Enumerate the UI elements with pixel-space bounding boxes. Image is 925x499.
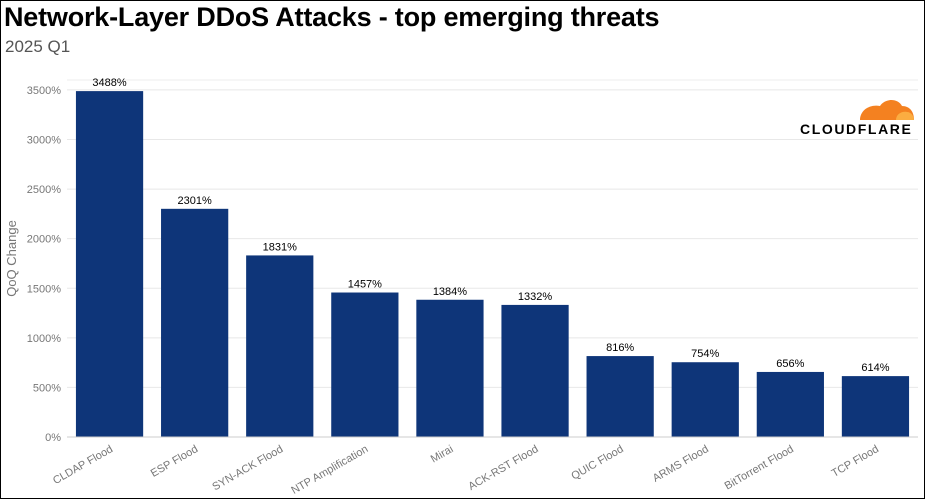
x-tick-label: NTP Amplification — [289, 443, 370, 497]
bar-value-label: 656% — [776, 358, 804, 370]
bar-value-label: 816% — [606, 342, 634, 354]
y-tick-label: 2500% — [27, 184, 61, 196]
x-tick-label: CLDAP Flood — [51, 443, 115, 487]
chart-title: Network-Layer DDoS Attacks - top emergin… — [4, 2, 660, 32]
y-tick-label: 1000% — [27, 333, 61, 345]
bar — [75, 91, 144, 438]
x-tick-label: QUIC Flood — [569, 443, 625, 482]
x-tick-label: SYN-ACK Flood — [210, 443, 285, 493]
bar-value-label: 1831% — [263, 241, 297, 253]
x-tick-label: BitTorrent Flood — [723, 443, 796, 492]
bar — [161, 208, 229, 437]
bar-value-label: 2301% — [178, 195, 212, 207]
bar — [841, 376, 910, 437]
bar — [756, 371, 824, 437]
y-tick-label: 0% — [45, 432, 61, 444]
y-tick-label: 3000% — [27, 135, 61, 147]
bar-value-label: 3488% — [92, 77, 126, 89]
bar-value-label: 1332% — [518, 291, 552, 303]
cloudflare-logo-icon — [860, 100, 914, 120]
chart-subtitle: 2025 Q1 — [5, 37, 71, 56]
bar — [246, 255, 314, 437]
cloud-shape-light — [896, 111, 914, 120]
bar — [501, 304, 569, 437]
bar — [331, 292, 399, 437]
y-tick-label: 3500% — [27, 85, 61, 97]
x-tick-label: ACK-RST Flood — [466, 443, 540, 493]
x-tick-label: Mirai — [429, 443, 456, 465]
cloudflare-logo-text: CLOUDFLARE — [800, 121, 913, 137]
x-tick-label: TCP Flood — [830, 443, 881, 480]
x-tick-label: ESP Flood — [149, 443, 200, 480]
bar — [671, 362, 739, 437]
bar-value-label: 1384% — [433, 286, 467, 298]
bar — [586, 356, 654, 437]
bar-value-label: 614% — [861, 362, 889, 374]
bar-value-label: 754% — [691, 348, 719, 360]
bar — [416, 299, 484, 437]
y-axis-title: QoQ Change — [4, 220, 19, 297]
y-tick-label: 1500% — [27, 283, 61, 295]
y-tick-label: 2000% — [27, 234, 61, 246]
bar-value-label: 1457% — [348, 279, 382, 291]
y-tick-label: 500% — [33, 382, 61, 394]
x-tick-label: ARMS Flood — [651, 443, 711, 485]
